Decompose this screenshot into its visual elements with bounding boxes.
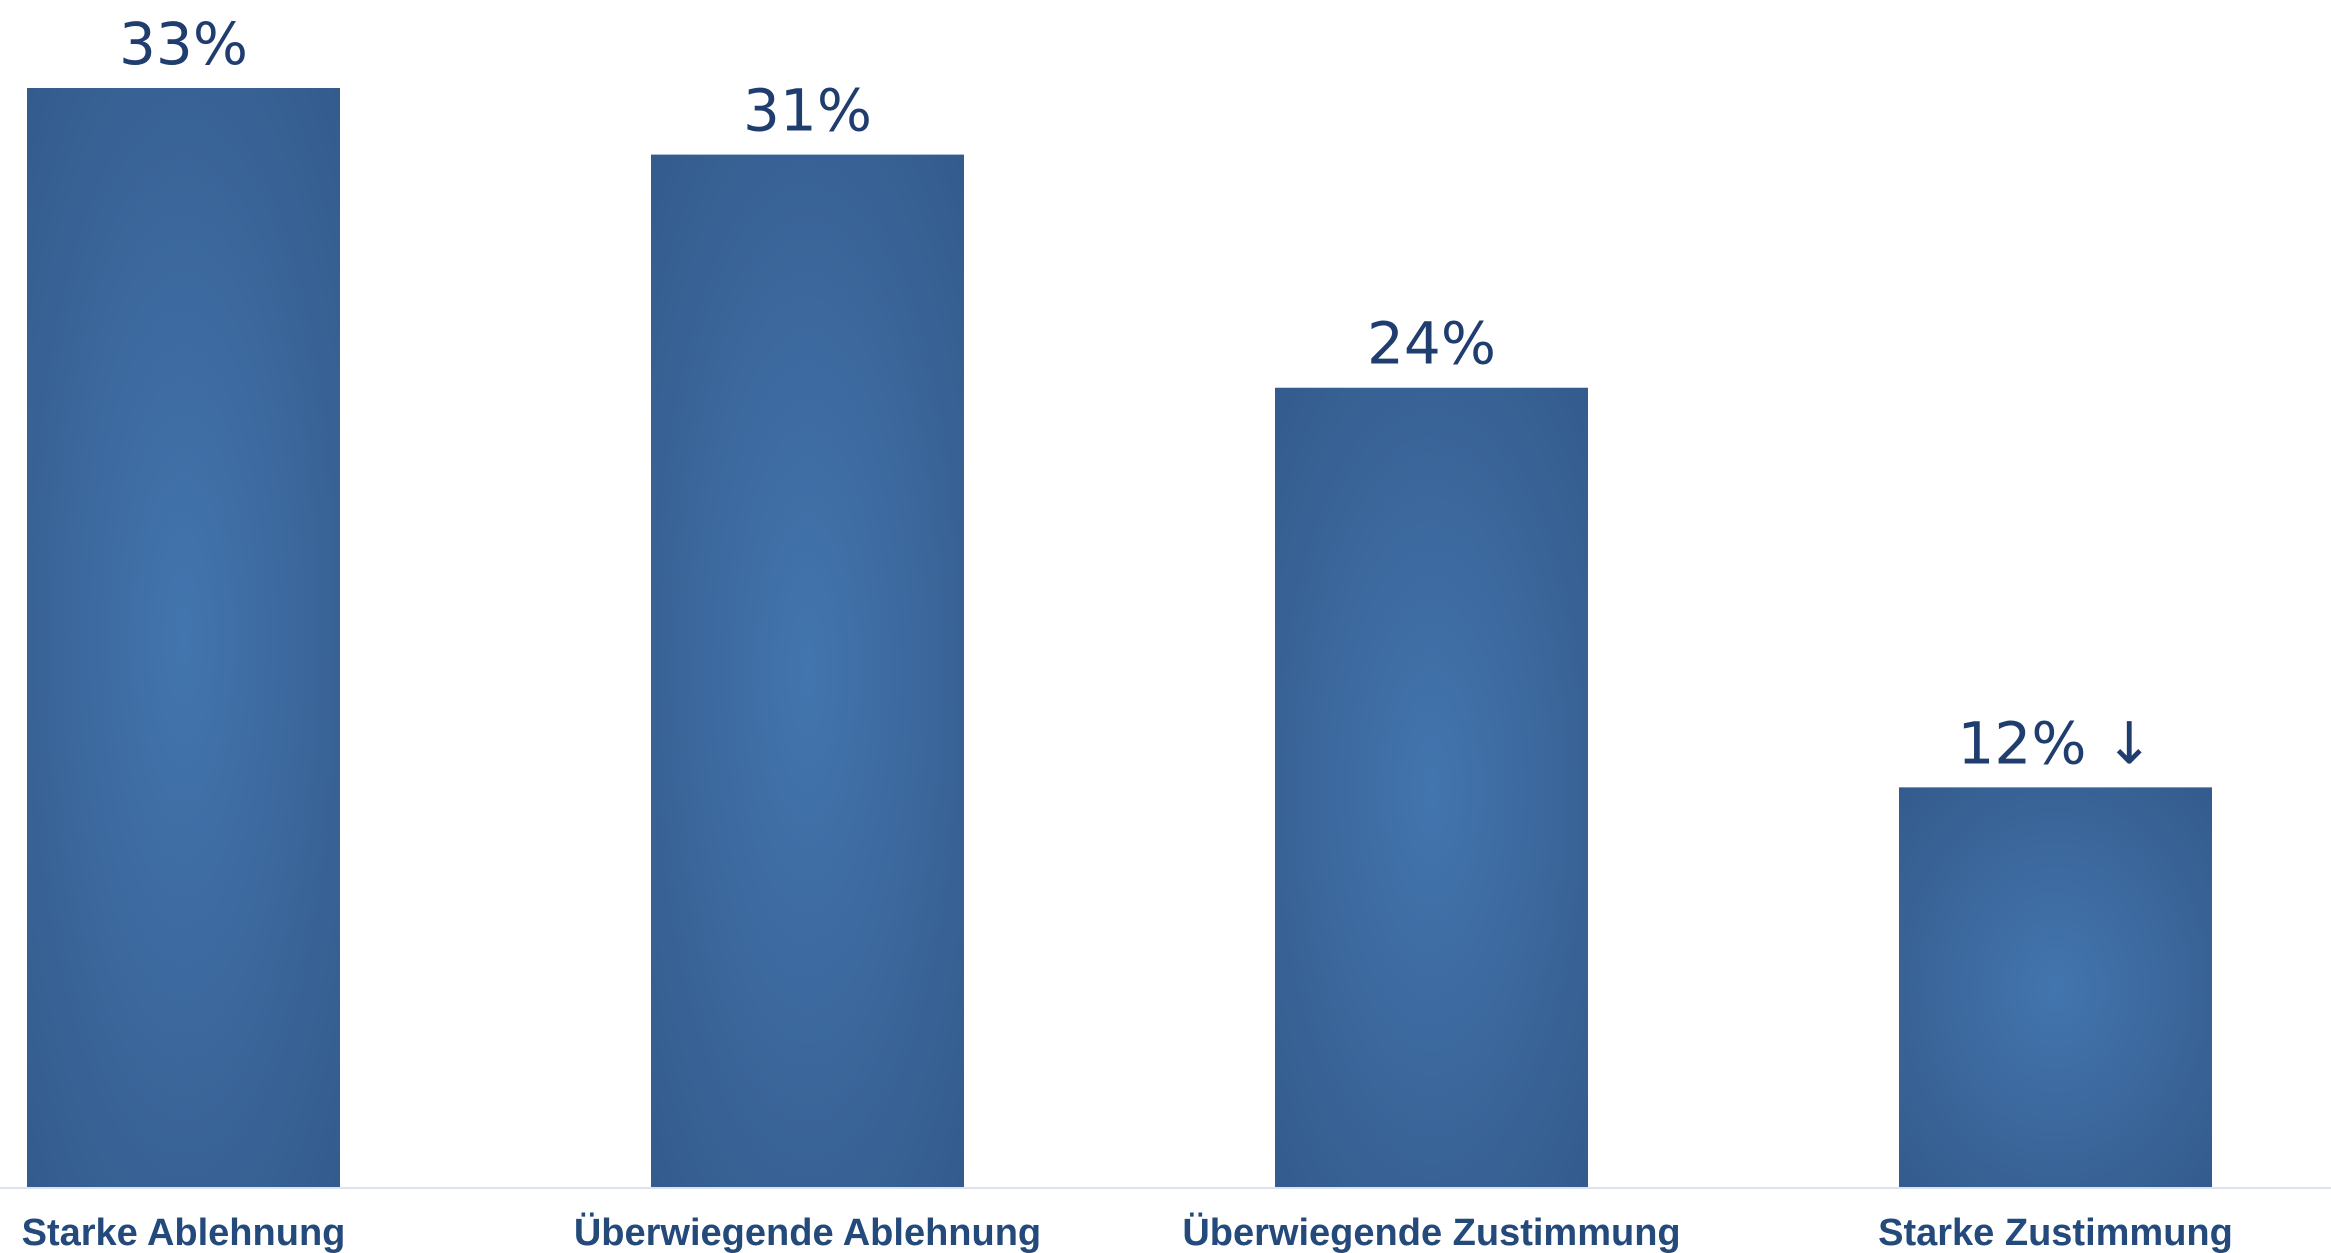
- category-labels-group: Starke Ablehnung Überwiegende Ablehnung Üb…: [22, 1211, 2233, 1253]
- bar-2: [651, 154, 964, 1187]
- bar-3: [1275, 387, 1588, 1187]
- category-label-1: Starke Ablehnung: [22, 1212, 346, 1253]
- bar-4: [1899, 787, 2212, 1187]
- category-label-2: Überwiegende Ablehnung: [574, 1211, 1041, 1253]
- value-label-4: 12% ↓: [1958, 709, 2154, 777]
- value-label-2: 31%: [743, 77, 872, 145]
- category-label-3: Überwiegende Zustimmung: [1182, 1211, 1680, 1253]
- value-label-1: 33%: [119, 10, 248, 78]
- bars-group: [27, 88, 2212, 1187]
- bar-1: [27, 88, 340, 1187]
- value-labels-group: 33% 31% 24% 12% ↓: [119, 10, 2153, 777]
- value-label-3: 24%: [1367, 310, 1496, 378]
- category-label-4: Starke Zustimmung: [1878, 1212, 2233, 1253]
